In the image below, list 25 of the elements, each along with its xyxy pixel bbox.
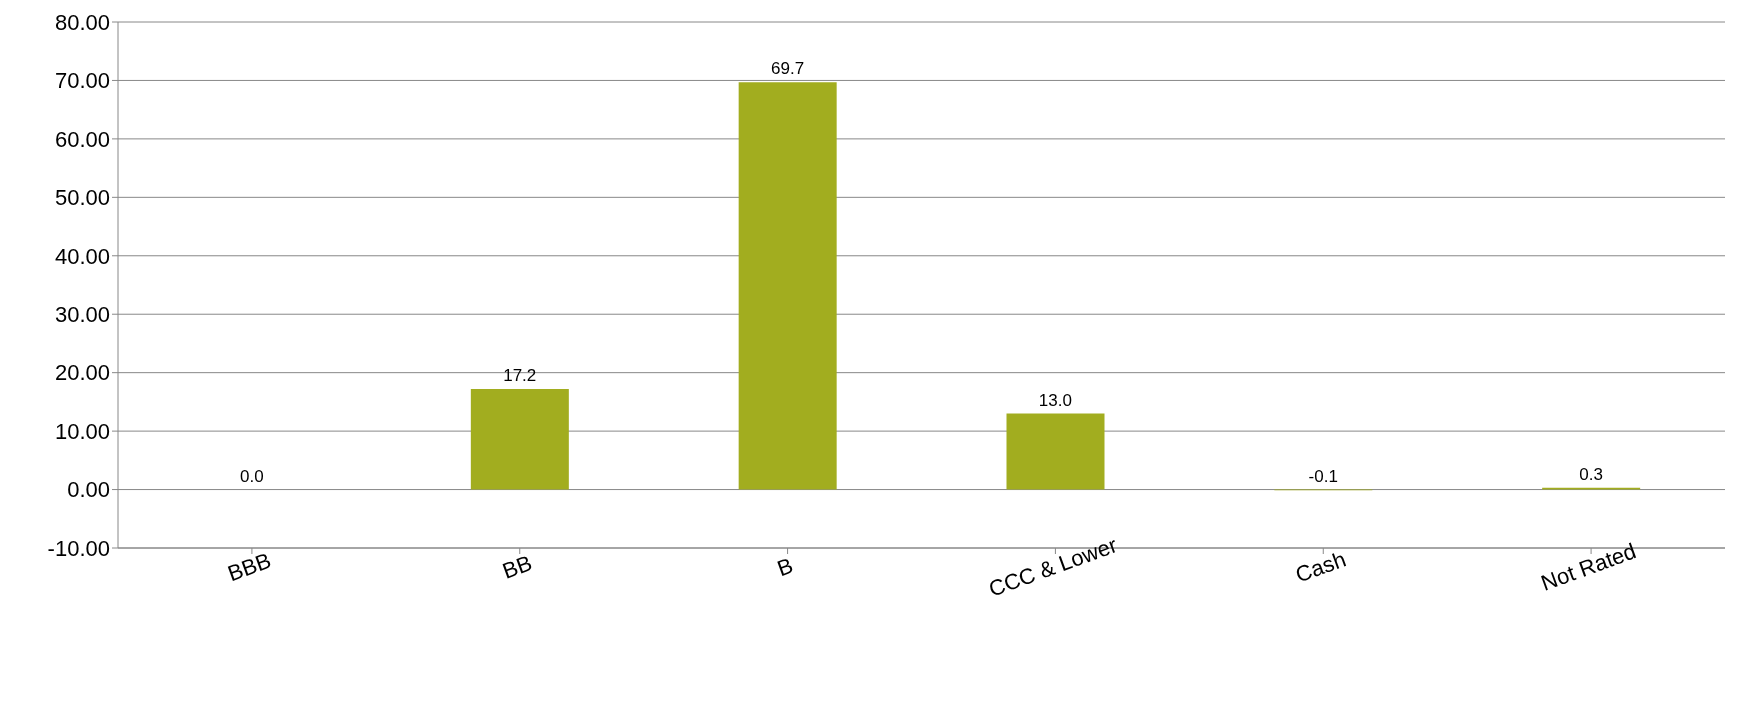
x-tick-label: CCC & Lower	[985, 532, 1121, 602]
x-tick-label: Not Rated	[1537, 538, 1640, 596]
y-tick-label: 70.00	[54, 68, 110, 94]
x-tick-label: BBB	[224, 547, 275, 587]
y-tick-label: 80.00	[54, 9, 110, 35]
y-tick-label: -10.00	[47, 535, 110, 561]
y-tick-label: 60.00	[54, 126, 110, 152]
data-label: 13.0	[1038, 390, 1072, 410]
y-tick-label: 40.00	[54, 243, 110, 269]
data-label: 0.0	[240, 466, 264, 486]
data-label: 0.3	[1579, 464, 1603, 484]
y-tick-label: 10.00	[54, 418, 110, 444]
bar	[1006, 413, 1105, 490]
y-tick-label: 30.00	[54, 302, 110, 328]
x-tick-label: Cash	[1292, 546, 1350, 588]
x-tick-label: BB	[499, 550, 536, 584]
bar	[738, 82, 837, 490]
x-tick-label: B	[773, 552, 797, 582]
data-label: 69.7	[771, 59, 805, 79]
data-label: 17.2	[503, 366, 537, 386]
data-label: -0.1	[1308, 466, 1338, 486]
y-tick-label: 0.00	[67, 477, 110, 503]
y-tick-label: 20.00	[54, 360, 110, 386]
y-tick-label: 50.00	[54, 185, 110, 211]
bar	[470, 389, 569, 490]
